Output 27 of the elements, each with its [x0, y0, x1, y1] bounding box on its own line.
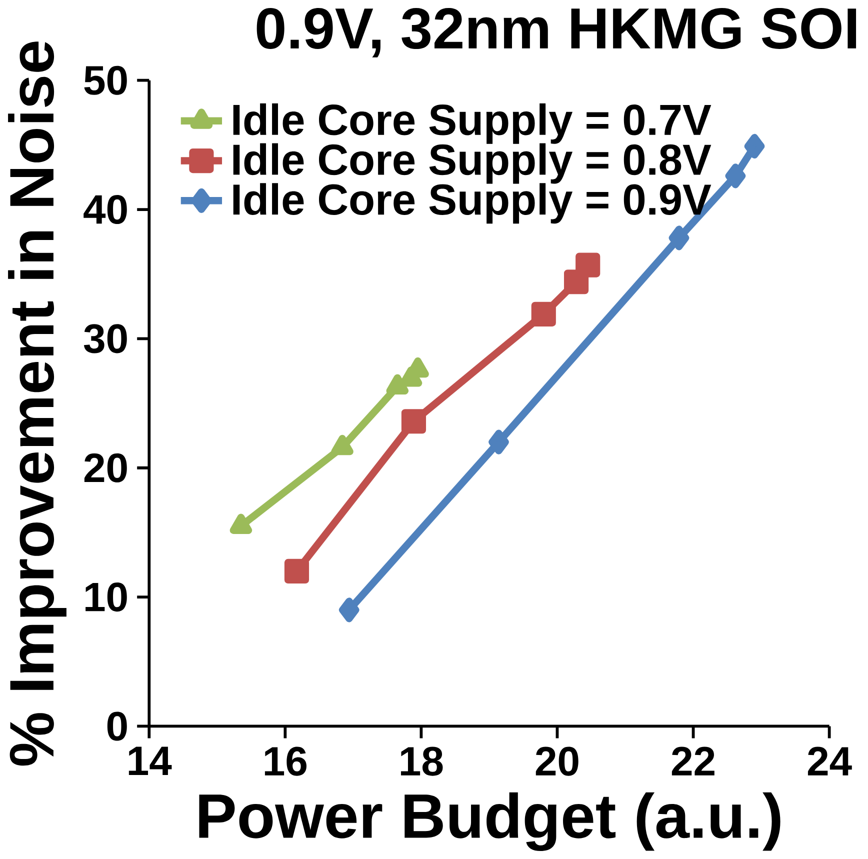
y-axis-title: % Improvement in Noise: [8, 42, 66, 766]
y-tick-label: 40: [84, 194, 127, 224]
point: [725, 164, 746, 188]
point: [488, 430, 509, 454]
y-tick-label: 10: [86, 582, 127, 612]
point: [744, 134, 765, 158]
y-tick-label: 0: [107, 712, 127, 741]
chart-title: 0.9V, 32nm HKMG SOI: [256, 8, 856, 58]
point: [338, 598, 360, 622]
x-tick-label: 20: [536, 746, 578, 776]
point: [531, 302, 556, 326]
x-tick-label: 16: [264, 746, 306, 776]
point: [576, 252, 600, 278]
x-tick-label: 24: [808, 746, 852, 776]
x-tick-label: 14: [128, 746, 172, 775]
y-tick-label: 30: [84, 324, 127, 354]
point: [284, 558, 310, 584]
y-tick-label: 50: [84, 66, 127, 95]
legend-label: Idle Core Supply = 0.9V: [233, 183, 712, 224]
x-tick-label: 22: [672, 746, 714, 776]
x-tick-label: 18: [400, 746, 443, 776]
legend-label: Idle Core Supply = 0.8V: [233, 143, 712, 184]
point: [401, 409, 426, 434]
legend-label: Idle Core Supply = 0.7V: [233, 103, 712, 144]
point: [668, 226, 690, 250]
x-axis-title: Power Budget (a.u.): [199, 792, 780, 851]
y-tick-label: 20: [84, 453, 127, 482]
